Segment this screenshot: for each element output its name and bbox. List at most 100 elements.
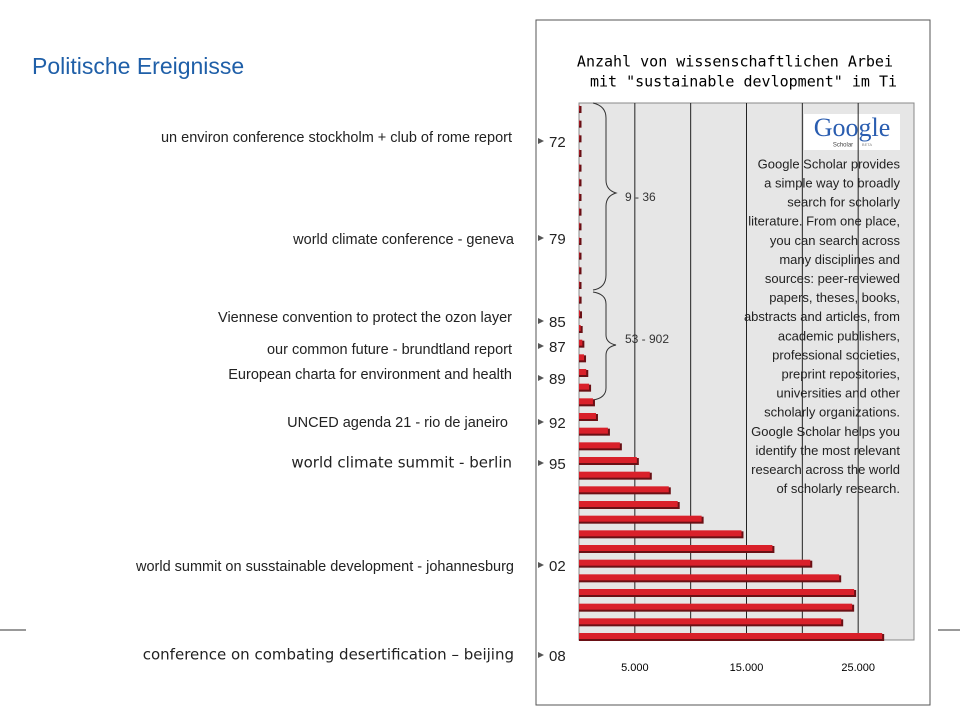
event-label: European charta for environment and heal… (228, 367, 512, 383)
bar (579, 354, 585, 361)
bar-shadow (579, 252, 582, 260)
description-line: Google Scholar helps you (751, 424, 900, 439)
description-line: of scholarly research. (776, 481, 900, 496)
description-line: many disciplines and (779, 252, 900, 267)
marker (538, 460, 544, 466)
description-line: professional societies, (772, 347, 900, 362)
bar (579, 457, 637, 463)
brace (592, 102, 618, 291)
bar-shadow (579, 150, 582, 157)
bar (579, 515, 702, 522)
bar (579, 193, 580, 199)
brace (592, 291, 617, 401)
bar (579, 134, 580, 141)
bar-shadow (579, 238, 582, 245)
event-label: conference on combating desertification … (143, 646, 514, 664)
x-tick-label: 15.000 (730, 662, 764, 674)
description-line: abstracts and articles, from (744, 309, 900, 324)
bar (579, 149, 580, 155)
x-tick-label: 25.000 (841, 662, 875, 674)
bar (579, 501, 678, 507)
bar (579, 603, 853, 610)
marker (538, 138, 544, 144)
event-label: UNCED agenda 21 - rio de janeiro (287, 415, 508, 431)
annotation: 53 - 902 (625, 332, 669, 346)
bar (579, 266, 580, 273)
event-label: world summit on susstainable development… (135, 559, 514, 575)
chart-title: Anzahl von wissenschaftlichen Arbei (577, 53, 893, 71)
description-line: Google Scholar provides (758, 156, 901, 171)
description-line: universities and other (776, 386, 900, 401)
bar (579, 398, 593, 405)
bar (579, 325, 581, 331)
year-label: 87 (549, 339, 566, 356)
description-line: academic publishers, (778, 328, 900, 343)
bar (579, 251, 580, 258)
event-label: our common future - brundtland report (267, 342, 512, 358)
logo: Google (814, 113, 891, 142)
marker (538, 375, 544, 381)
marker (538, 343, 544, 349)
bar-shadow (579, 179, 582, 187)
bar (579, 281, 580, 287)
annotation: 9 - 36 (625, 190, 656, 204)
bar (579, 545, 773, 551)
bar-shadow (579, 135, 582, 143)
bar (579, 369, 587, 375)
bar-shadow (579, 208, 582, 216)
year-label: 72 (549, 134, 566, 151)
bar (579, 413, 596, 419)
logo-sub: Scholar (833, 143, 853, 149)
marker (538, 235, 544, 241)
bar-shadow (579, 326, 583, 333)
bar (579, 163, 580, 170)
bar (579, 237, 580, 243)
chart-title: mit "sustainable devlopment" im Ti (590, 73, 897, 91)
event-label: world climate summit - berlin (291, 454, 512, 472)
bar (579, 589, 855, 595)
marker (538, 419, 544, 425)
bar (579, 559, 811, 566)
bar-shadow (579, 223, 582, 231)
year-label: 79 (549, 231, 566, 248)
bar (579, 427, 608, 434)
event-label: world climate conference - geneva (292, 232, 515, 248)
bar-shadow (579, 282, 582, 289)
description-line: papers, theses, books, (769, 290, 900, 305)
description-line: a simple way to broadly (764, 176, 900, 191)
marker (538, 562, 544, 568)
bar (579, 310, 581, 317)
bar (579, 633, 883, 639)
description-line: sources: peer-reviewed (765, 271, 900, 286)
year-label: 02 (549, 558, 566, 575)
bar (579, 178, 580, 185)
bar-shadow (579, 296, 582, 304)
bar (579, 105, 580, 111)
year-label: 08 (549, 648, 566, 665)
bar (579, 471, 650, 478)
bar-shadow (579, 267, 582, 275)
year-label: 95 (549, 456, 566, 473)
description-line: preprint repositories, (782, 367, 901, 382)
description-line: you can search across (770, 233, 901, 248)
slide-title: Politische Ereignisse (32, 53, 244, 79)
bar (579, 222, 580, 229)
description-line: literature. From one place, (748, 214, 900, 229)
bar-shadow (579, 120, 582, 128)
bar (579, 486, 669, 493)
description-line: identify the most relevant (755, 443, 900, 458)
bar (579, 574, 840, 581)
bar (579, 339, 583, 346)
marker (538, 652, 544, 658)
description-line: scholarly organizations. (764, 405, 900, 420)
event-label: Viennese convention to protect the ozon … (218, 310, 512, 326)
logo-badge: BETA (862, 142, 872, 147)
marker (538, 318, 544, 324)
bar-shadow (579, 311, 583, 319)
bar (579, 207, 580, 214)
year-label: 89 (549, 371, 566, 388)
bar-shadow (579, 164, 582, 172)
logo-box (804, 114, 900, 150)
bar (579, 119, 580, 126)
